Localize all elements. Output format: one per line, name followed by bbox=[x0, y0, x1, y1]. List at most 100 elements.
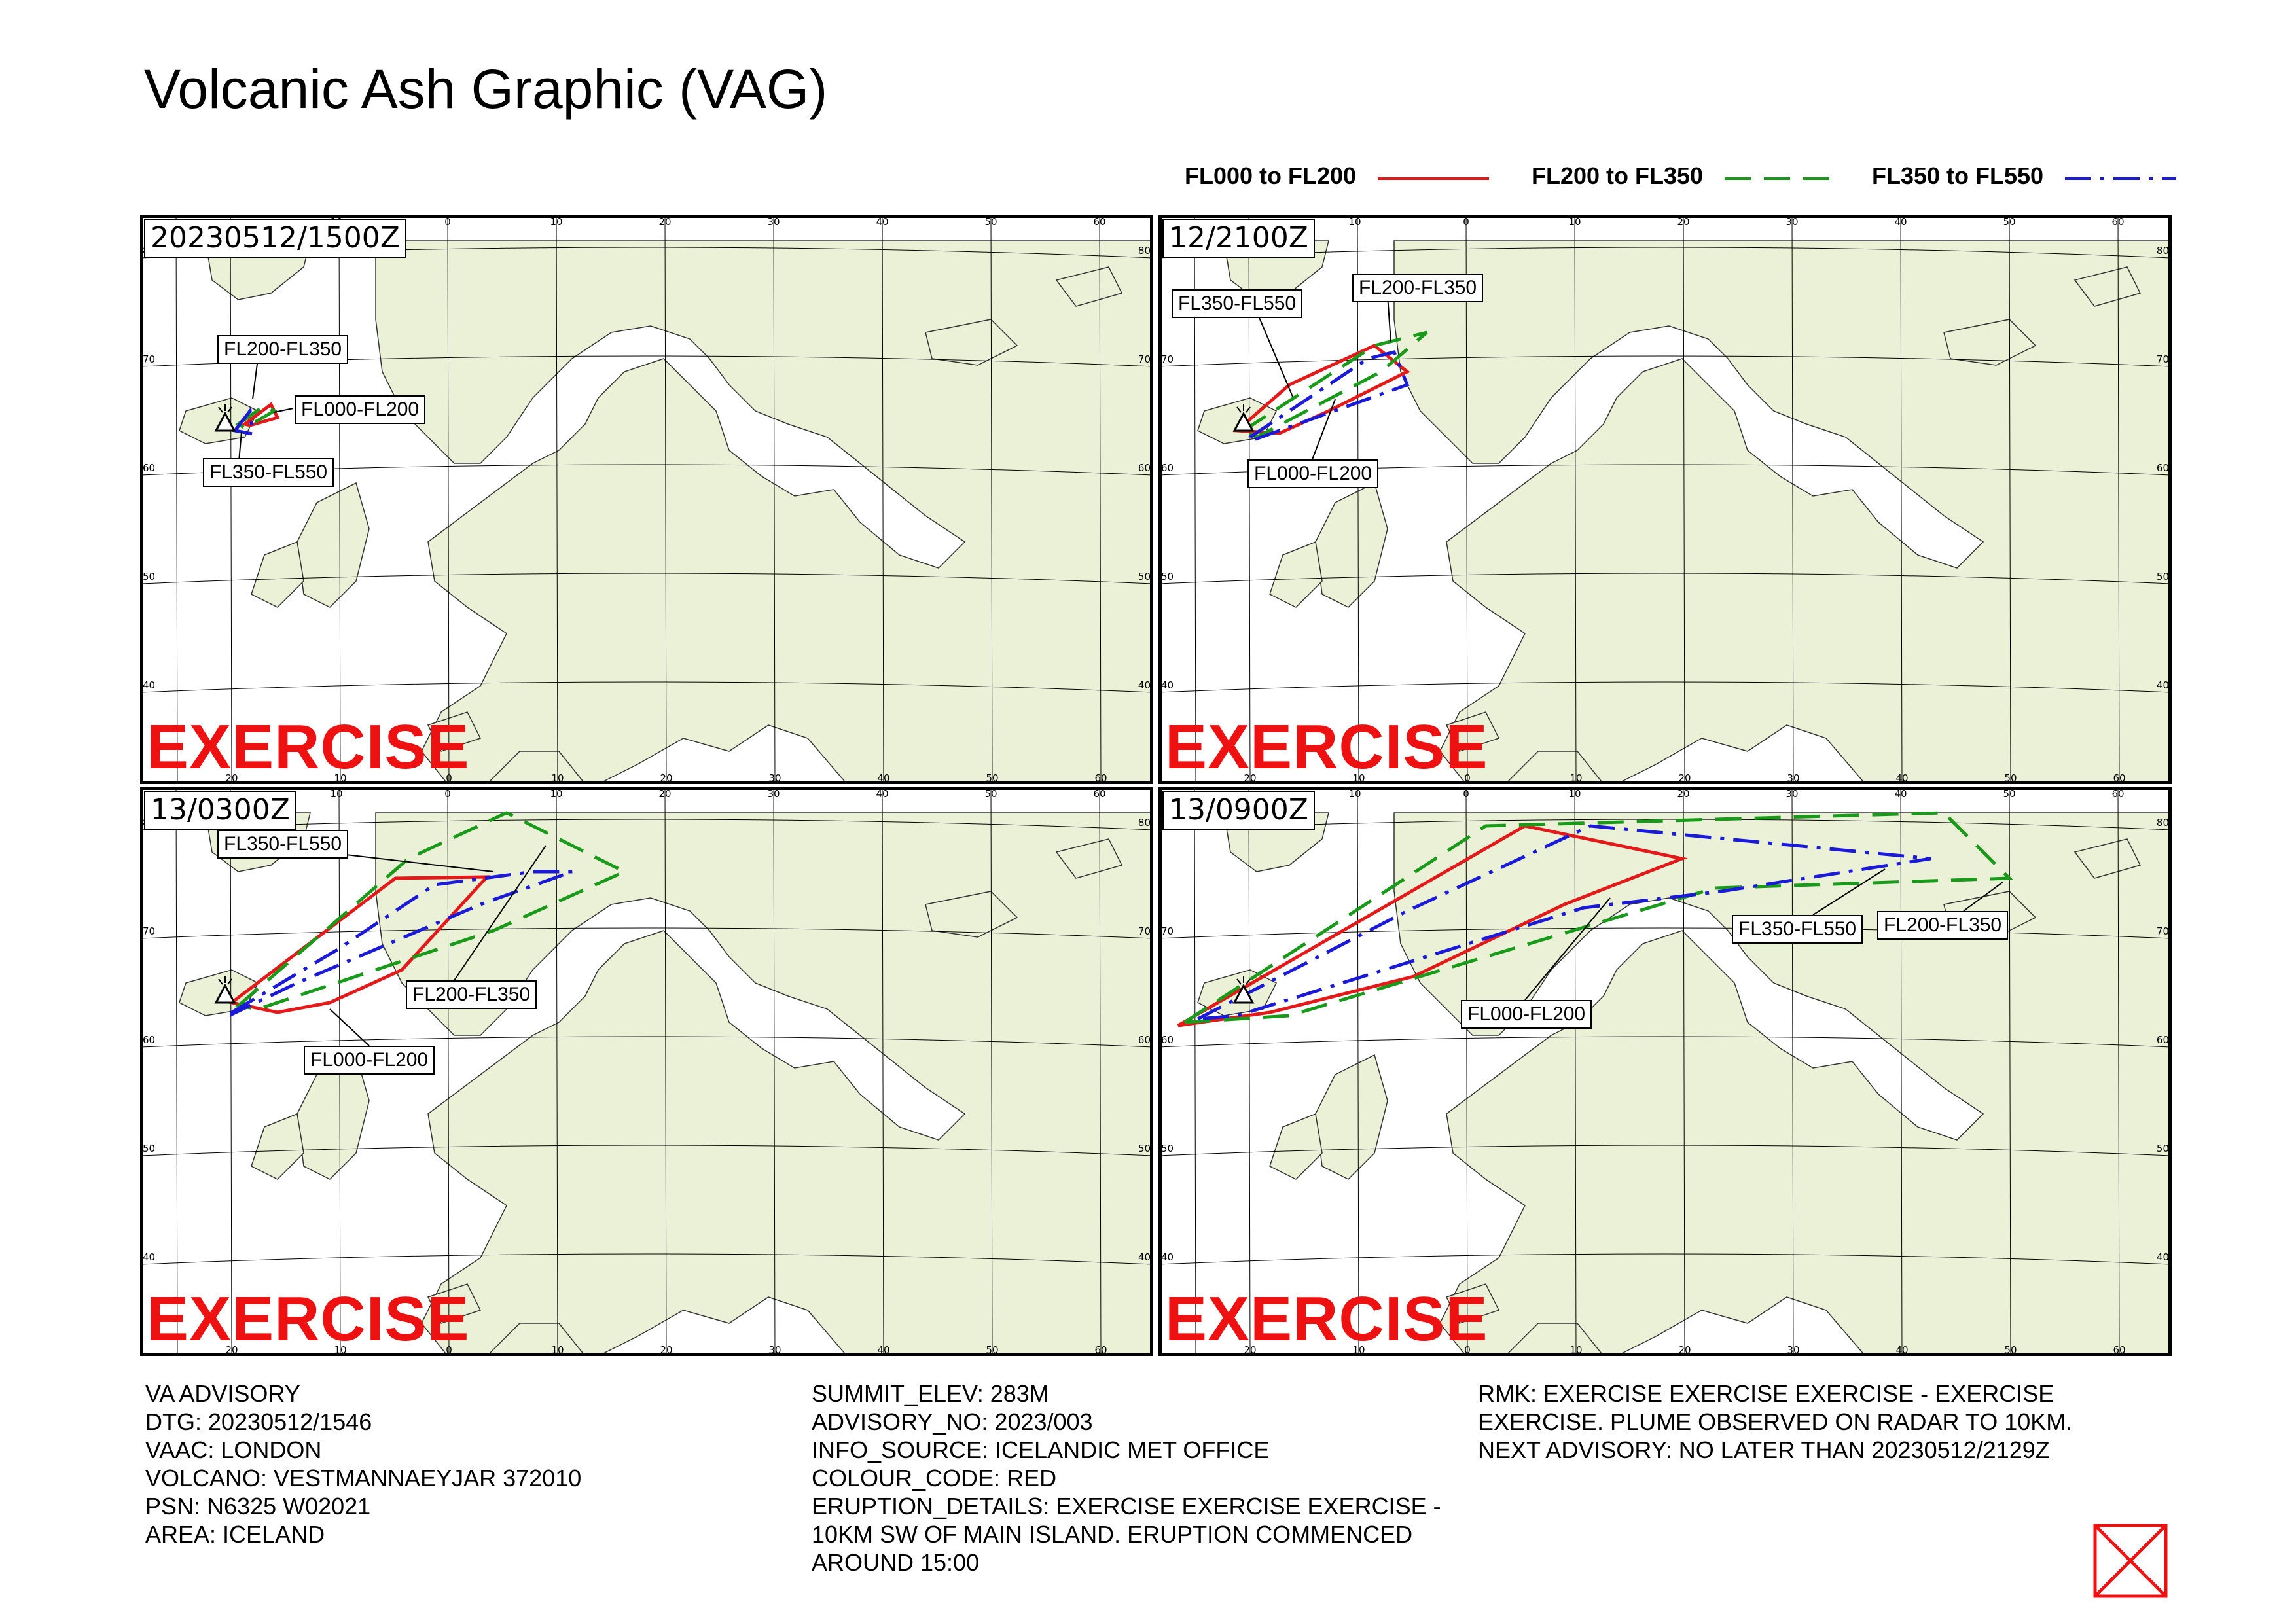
tick-label: 0 bbox=[444, 216, 451, 228]
tick-label: 10 bbox=[330, 788, 342, 800]
volcano-triangle-icon bbox=[214, 404, 236, 432]
tick-label: 60 bbox=[1161, 1034, 1174, 1046]
tick-label: 40 bbox=[2157, 679, 2169, 691]
flight-level-label: FL000-FL200 bbox=[1461, 1000, 1592, 1029]
leader-line bbox=[1387, 295, 1391, 342]
tick-label: 0 bbox=[446, 1344, 452, 1356]
tick-label: 40 bbox=[143, 1251, 155, 1263]
flight-level-label: FL350-FL550 bbox=[1732, 915, 1863, 944]
tick-label: 50 bbox=[2003, 788, 2015, 800]
tick-label: 10 bbox=[550, 216, 562, 228]
tick-label: 60 bbox=[2113, 772, 2125, 784]
land-mass bbox=[925, 891, 1018, 938]
flight-level-label: FL000-FL200 bbox=[295, 395, 426, 424]
tick-label: 40 bbox=[1138, 679, 1151, 691]
tick-label: 10 bbox=[551, 1344, 564, 1356]
land-mass bbox=[1393, 240, 2172, 784]
tick-label: 50 bbox=[986, 1344, 998, 1356]
advisory-line: ADVISORY_NO: 2023/003 bbox=[812, 1408, 1093, 1435]
tick-label: 50 bbox=[1138, 1143, 1151, 1154]
tick-label: 50 bbox=[984, 788, 997, 800]
flight-level-label: FL200-FL350 bbox=[406, 980, 537, 1009]
flight-level-label: FL350-FL550 bbox=[217, 830, 349, 859]
tick-label: 0 bbox=[1464, 1344, 1471, 1356]
tick-label: 70 bbox=[1138, 925, 1151, 937]
tick-label: 40 bbox=[2157, 1251, 2169, 1263]
tick-label: 80 bbox=[2157, 245, 2169, 257]
tick-label: 0 bbox=[446, 772, 452, 784]
flight-level-label: FL000-FL200 bbox=[304, 1046, 435, 1075]
leader-line bbox=[274, 408, 294, 413]
flight-level-label: FL000-FL200 bbox=[1247, 459, 1379, 488]
advisory-line: ERUPTION_DETAILS: EXERCISE EXERCISE EXER… bbox=[812, 1493, 1441, 1520]
tick-label: 80 bbox=[1138, 817, 1151, 829]
tick-label: 20 bbox=[1678, 772, 1691, 784]
advisory-line: COLOUR_CODE: RED bbox=[812, 1465, 1057, 1491]
advisory-column-3: RMK: EXERCISE EXERCISE EXERCISE - EXERCI… bbox=[1478, 1380, 2072, 1464]
advisory-line: VAAC: LONDON bbox=[145, 1436, 322, 1463]
advisory-line: EXERCISE. PLUME OBSERVED ON RADAR TO 10K… bbox=[1478, 1408, 2073, 1435]
advisory-line: AROUND 15:00 bbox=[812, 1549, 980, 1576]
tick-label: 20 bbox=[660, 772, 672, 784]
tick-label: 40 bbox=[1138, 1251, 1151, 1263]
leader-line bbox=[1312, 399, 1336, 460]
tick-label: 60 bbox=[2111, 216, 2124, 228]
tick-label: 40 bbox=[876, 216, 888, 228]
land-mass bbox=[1504, 751, 1604, 784]
advisory-column-2: SUMMIT_ELEV: 283M ADVISORY_NO: 2023/003 … bbox=[812, 1380, 1441, 1577]
tick-label: 40 bbox=[877, 1344, 889, 1356]
advisory-line: 10KM SW OF MAIN ISLAND. ERUPTION COMMENC… bbox=[812, 1521, 1413, 1548]
legend-line-fl000 bbox=[1378, 177, 1489, 180]
tick-label: 70 bbox=[1161, 353, 1174, 365]
ash-cloud-fl200 bbox=[1178, 811, 2013, 1025]
tick-label: 0 bbox=[444, 788, 451, 800]
ash-cloud-fl350 bbox=[230, 870, 573, 1017]
tick-label: 40 bbox=[143, 679, 155, 691]
tick-label: 50 bbox=[1161, 571, 1174, 582]
tick-label: 30 bbox=[1785, 216, 1798, 228]
tick-label: 40 bbox=[1161, 679, 1174, 691]
tick-label: 20 bbox=[1677, 788, 1689, 800]
tick-label: 20 bbox=[660, 1344, 672, 1356]
flight-level-label: FL200-FL350 bbox=[1877, 911, 2009, 940]
land-mass bbox=[251, 1113, 304, 1180]
land-mass bbox=[1445, 711, 1500, 752]
tick-label: 80 bbox=[2157, 817, 2169, 829]
ash-cloud-fl350 bbox=[232, 406, 255, 437]
map-canvas: 0102030405060102010010203040506080807070… bbox=[1158, 787, 2172, 1356]
tick-label: 40 bbox=[876, 788, 888, 800]
land-mass bbox=[375, 812, 1153, 1356]
tick-label: 60 bbox=[1161, 462, 1174, 474]
map-panel: 0102030405060102010010203040506080807070… bbox=[140, 215, 1153, 784]
map-canvas: 0102030405060102010010203040506080807070… bbox=[1158, 215, 2172, 784]
tick-label: 60 bbox=[2157, 462, 2169, 474]
map-panel: 0102030405060102010010203040506080807070… bbox=[140, 787, 1153, 1356]
tick-label: 30 bbox=[1785, 788, 1798, 800]
land-mass bbox=[251, 541, 304, 608]
ash-cloud-fl000 bbox=[1232, 344, 1410, 435]
tick-label: 40 bbox=[1894, 788, 1907, 800]
tick-label: 40 bbox=[1161, 1251, 1174, 1263]
exercise-watermark: EXERCISE bbox=[1165, 1284, 1488, 1354]
tick-label: 50 bbox=[2003, 216, 2015, 228]
legend: FL000 to FL200 FL200 to FL350 FL350 to F… bbox=[1165, 162, 2176, 195]
exercise-watermark: EXERCISE bbox=[147, 1284, 470, 1354]
panel-time-label: 12/2100Z bbox=[1162, 219, 1315, 258]
tick-label: 10 bbox=[1568, 788, 1581, 800]
land-mass bbox=[1055, 838, 1123, 879]
tick-label: 40 bbox=[877, 772, 889, 784]
tick-label: 10 bbox=[1570, 772, 1582, 784]
map-canvas: 0102030405060102010010203040506080807070… bbox=[140, 787, 1153, 1356]
map-panel: 0102030405060102010010203040506080807070… bbox=[1158, 215, 2172, 784]
panel-time-label: 13/0900Z bbox=[1162, 791, 1315, 830]
ash-cloud-fl350 bbox=[1248, 350, 1410, 444]
land-mass bbox=[1269, 541, 1323, 608]
tick-label: 20 bbox=[658, 216, 671, 228]
tick-label: 20 bbox=[1677, 216, 1689, 228]
land-mass bbox=[486, 1323, 586, 1356]
tick-label: 30 bbox=[767, 216, 780, 228]
tick-label: 0 bbox=[1463, 216, 1469, 228]
panel-time-label: 20230512/1500Z bbox=[144, 219, 406, 258]
land-mass bbox=[375, 240, 1153, 784]
tick-label: 50 bbox=[2004, 1344, 2017, 1356]
